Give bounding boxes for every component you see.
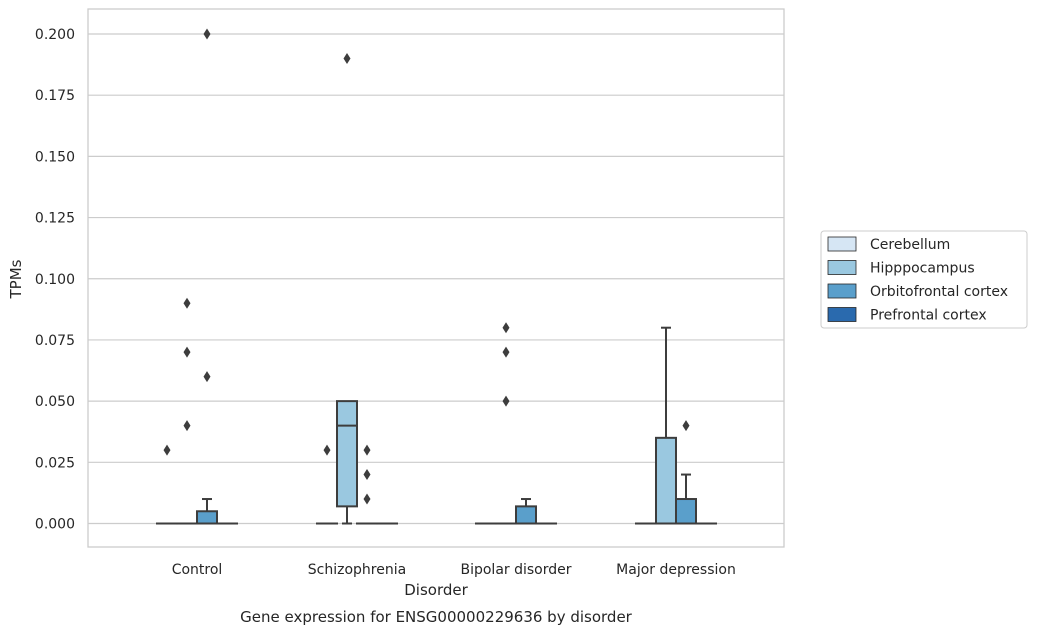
box-orbitofrontal-cortex [515, 498, 537, 525]
outlier-point [183, 297, 191, 309]
outlier-point [502, 346, 510, 358]
x-tick-label: Schizophrenia [308, 562, 406, 578]
outlier-point [502, 395, 510, 407]
box-cerebellum [156, 444, 178, 525]
x-tick-label: Control [172, 562, 223, 578]
y-axis-label: TPMs [7, 259, 25, 299]
legend-label: Orbitofrontal cortex [870, 284, 1008, 300]
box-body [196, 510, 218, 525]
outlier-point [183, 346, 191, 358]
legend-frame [820, 230, 1028, 329]
box-body [655, 436, 677, 525]
legend-swatch [827, 283, 857, 299]
grid-lines [88, 33, 784, 525]
box-hipppocampus [176, 297, 198, 525]
box-orbitofrontal-cortex [356, 444, 378, 525]
box-body [336, 400, 358, 508]
chart-caption: Gene expression for ENSG00000229636 by d… [240, 608, 633, 626]
outlier-point [203, 371, 211, 383]
box-hipppocampus [655, 326, 677, 525]
y-tick-label: 0.100 [35, 272, 75, 288]
y-tick-label: 0.075 [35, 333, 75, 349]
y-tick-label: 0.000 [35, 517, 75, 533]
box-orbitofrontal-cortex [675, 420, 697, 525]
outlier-point [323, 444, 331, 456]
legend-label: Cerebellum [870, 237, 950, 253]
legend: Cerebellum Hipppocampus Orbitofrontal cort… [820, 230, 1028, 329]
legend-swatch [827, 307, 857, 322]
box-hipppocampus [336, 52, 358, 525]
outlier-point [183, 420, 191, 432]
y-tick-label: 0.050 [35, 394, 75, 410]
outlier-point [502, 322, 510, 334]
legend-label: Prefrontal cortex [870, 308, 987, 324]
x-axis-label: Disorder [404, 581, 468, 599]
box-body [675, 498, 697, 525]
x-tick-label: Major depression [616, 562, 736, 578]
x-axis-ticks: Control Schizophrenia Bipolar disorder Majo… [172, 562, 736, 578]
box-orbitofrontal-cortex [196, 28, 218, 525]
y-tick-label: 0.025 [35, 455, 75, 471]
outlier-point [363, 444, 371, 456]
x-tick-label: Bipolar disorder [460, 562, 571, 578]
box-series [156, 28, 717, 525]
outlier-point [363, 493, 371, 505]
outlier-point [363, 469, 371, 481]
legend-swatch [827, 236, 857, 252]
y-tick-label: 0.125 [35, 211, 75, 227]
legend-swatch [827, 260, 857, 275]
box-hipppocampus [495, 322, 517, 525]
outlier-point [203, 28, 211, 40]
outlier-point [682, 420, 690, 432]
y-tick-label: 0.150 [35, 149, 75, 165]
box-body [515, 505, 537, 525]
box-cerebellum [316, 444, 338, 525]
legend-label: Hipppocampus [870, 261, 975, 277]
y-tick-label: 0.200 [35, 27, 75, 43]
y-tick-label: 0.175 [35, 88, 75, 104]
outlier-point [343, 52, 351, 64]
plot-frame [87, 8, 785, 548]
outlier-point [163, 444, 171, 456]
y-axis-ticks: 0.000 0.025 0.050 0.075 0.100 0.125 0.150 0.175… [35, 27, 75, 533]
